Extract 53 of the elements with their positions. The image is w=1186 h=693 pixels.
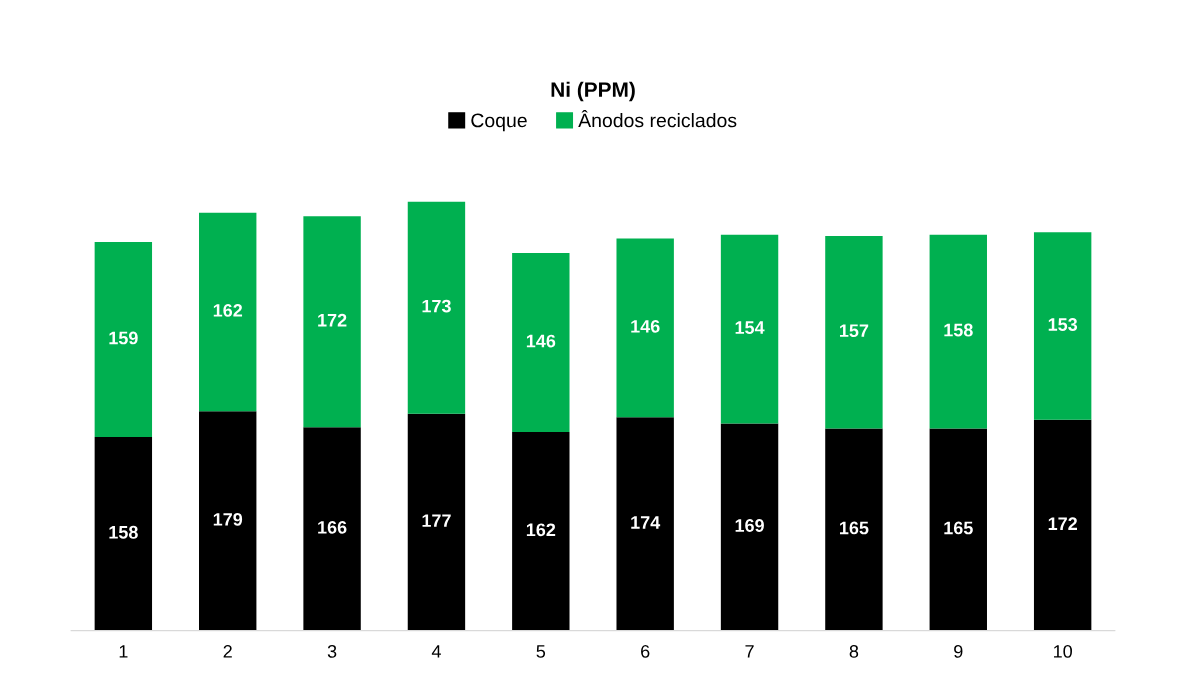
legend-label: Ânodos reciclados: [578, 110, 737, 128]
x-tick-label: 1: [119, 645, 128, 658]
bar: [407, 413, 466, 631]
data-label: 158: [109, 525, 138, 539]
data-label: 169: [735, 519, 764, 532]
bar: [720, 423, 779, 631]
data-label: 165: [840, 521, 869, 535]
bar: [199, 411, 257, 631]
bar: [303, 216, 361, 428]
bar: [616, 238, 674, 418]
data-label: 173: [422, 299, 451, 313]
bar: [1033, 232, 1092, 420]
data-label: 146: [631, 319, 660, 333]
x-tick-label: 8: [849, 645, 859, 658]
x-tick-label: 6: [641, 645, 650, 658]
data-label: 162: [213, 304, 243, 317]
bar: [303, 427, 361, 631]
bar: [616, 417, 674, 631]
data-label: 166: [318, 520, 347, 534]
bar: [512, 432, 570, 631]
bar: [199, 212, 257, 412]
bar: [720, 234, 779, 424]
data-label: 154: [735, 321, 765, 334]
bar: [929, 234, 987, 429]
bar: [825, 235, 883, 429]
data-label: 157: [840, 324, 869, 338]
bar: [512, 253, 570, 433]
bar: [929, 428, 987, 631]
data-label: 158: [944, 323, 973, 337]
bar: [825, 428, 883, 631]
data-label: 153: [1048, 318, 1078, 331]
x-tick-label: 3: [327, 645, 337, 658]
x-tick-label: 10: [1053, 645, 1072, 658]
bar: [94, 242, 153, 437]
chart-title: Ni (PPM): [551, 81, 635, 102]
data-label: 174: [631, 516, 661, 529]
data-label: 172: [318, 313, 347, 327]
x-tick-label: 7: [745, 645, 754, 658]
x-tick-label: 5: [536, 645, 546, 658]
data-label: 159: [109, 331, 138, 345]
data-label: 179: [213, 512, 243, 526]
x-tick-label: 9: [954, 645, 963, 658]
data-label: 172: [1048, 517, 1077, 530]
x-tick-label: 4: [431, 645, 441, 658]
data-label: 165: [944, 521, 973, 535]
legend-label: Coque: [471, 113, 527, 132]
x-tick-label: 2: [223, 645, 232, 658]
data-label: 177: [422, 514, 451, 527]
bar: [407, 201, 466, 414]
bar: [94, 436, 153, 631]
data-label: 146: [526, 334, 556, 348]
bar: [1033, 419, 1092, 631]
data-label: 162: [526, 523, 556, 537]
